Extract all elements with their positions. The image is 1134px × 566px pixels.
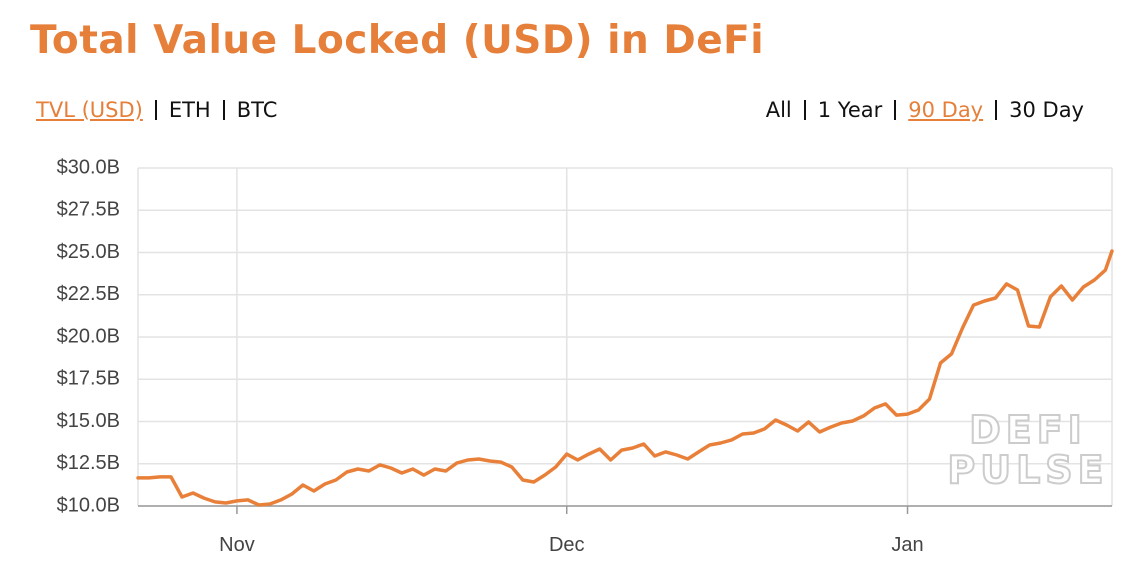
separator — [995, 100, 998, 120]
y-tick-label: $25.0B — [57, 241, 120, 263]
toggle-option[interactable]: All — [765, 98, 792, 122]
toggle-option[interactable]: BTC — [236, 98, 278, 122]
y-tick-label: $27.5B — [57, 199, 120, 221]
y-tick-label: $30.0B — [57, 156, 120, 178]
line-series — [136, 249, 1114, 507]
watermark: DEFI — [969, 408, 1087, 452]
separator — [803, 100, 806, 120]
toggle-option[interactable]: ETH — [168, 98, 211, 122]
y-tick-label: $17.5B — [57, 368, 120, 390]
separator — [222, 100, 225, 120]
chart-title: Total Value Locked (USD) in DeFi — [30, 18, 765, 63]
separator — [154, 100, 157, 120]
x-tick-label: Nov — [219, 534, 255, 556]
toggle-option[interactable]: 1 Year — [817, 98, 883, 122]
separator — [894, 100, 897, 120]
x-tick-label: Jan — [891, 534, 923, 556]
toggle-option[interactable]: TVL (USD) — [36, 98, 143, 122]
y-tick-label: $12.5B — [57, 452, 120, 474]
x-tick-label: Dec — [549, 534, 585, 556]
toggle-option[interactable]: 30 Day — [1009, 98, 1084, 122]
y-tick-label: $20.0B — [57, 325, 120, 347]
watermark: PULSE — [947, 448, 1108, 492]
y-tick-label: $15.0B — [57, 410, 120, 432]
y-tick-label: $22.5B — [57, 283, 120, 305]
units-toggle: TVL (USD) ETH BTC — [36, 98, 277, 122]
range-toggle: All 1 Year 90 Day 30 Day — [766, 98, 1084, 122]
toggle-option[interactable]: 90 Day — [908, 98, 984, 122]
y-tick-label: $10.0B — [57, 494, 120, 516]
